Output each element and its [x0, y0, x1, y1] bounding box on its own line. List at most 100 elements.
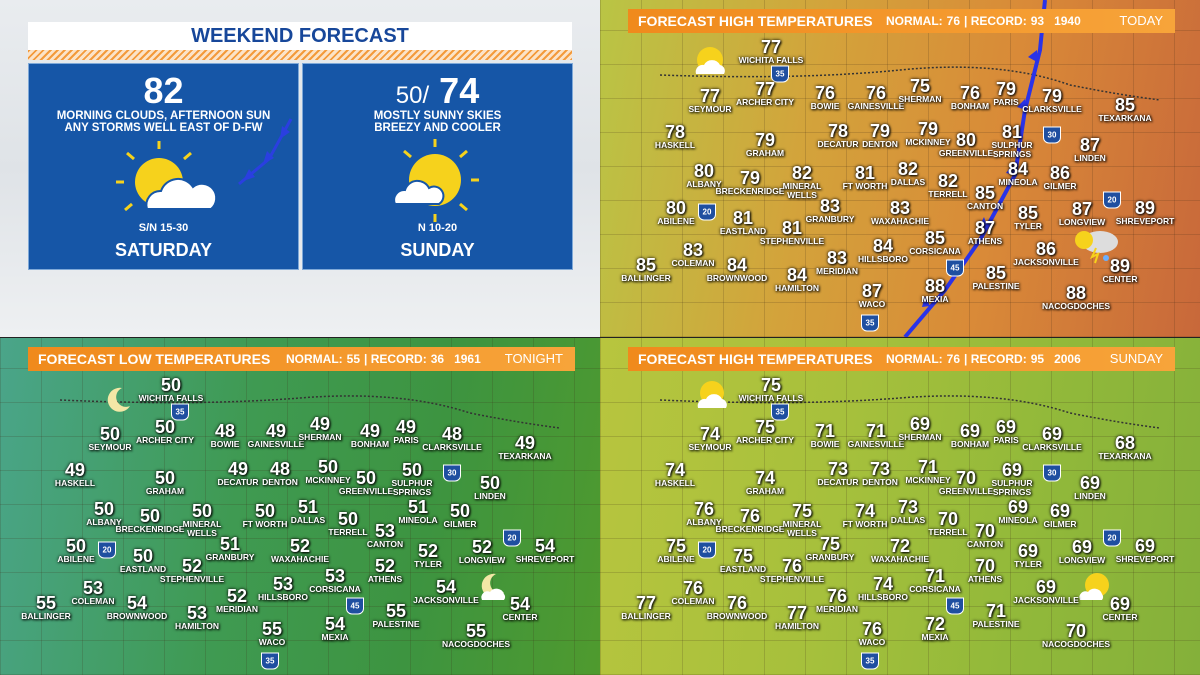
- city-label: 77 SEYMOUR: [689, 87, 732, 114]
- city-name: STEPHENVILLE: [759, 574, 825, 584]
- city-name: MINEOLA: [998, 515, 1038, 525]
- temperature: 72: [889, 536, 911, 556]
- temperature: 54: [435, 577, 457, 597]
- temperature: 81: [732, 208, 754, 228]
- city-name: DECATUR: [217, 477, 259, 487]
- city-label: 49 DECATUR: [218, 460, 259, 487]
- city-name: ARCHER CITY: [135, 435, 195, 445]
- temperature: 55: [465, 621, 487, 641]
- temperature: 74: [854, 501, 876, 521]
- map-title: FORECAST HIGH TEMPERATURES: [638, 13, 873, 29]
- interstate-shield: 35: [861, 652, 879, 670]
- temperature: 75: [665, 536, 687, 556]
- interstate-shield: 35: [771, 403, 789, 421]
- temperature: 76: [865, 83, 887, 103]
- city-name: CENTER: [1102, 612, 1138, 622]
- temperature: 83: [819, 196, 841, 216]
- interstate-shield: 45: [946, 597, 964, 615]
- city-name: ARCHER CITY: [735, 97, 795, 107]
- city-label: 69 BONHAM: [951, 422, 989, 449]
- temps: 50/ 74: [303, 70, 572, 112]
- city-name: SEYMOUR: [688, 442, 732, 452]
- city-label: 84 HAMILTON: [775, 266, 819, 293]
- city-name: WAXAHACHIE: [270, 554, 330, 564]
- city-label: 51 MINEOLA: [398, 498, 437, 525]
- city-name: HAMILTON: [774, 283, 820, 293]
- temperature: 86: [1035, 239, 1057, 259]
- city-label: 74 HILLSBORO: [858, 575, 908, 602]
- temperature: 87: [974, 218, 996, 238]
- stat: | RECORD:: [964, 14, 1027, 28]
- city-label: 80 ABILENE: [657, 199, 694, 226]
- city-name: BRECKENRIDGE: [715, 186, 785, 196]
- city-label: 79 PARIS: [993, 80, 1018, 107]
- temperature: 55: [261, 619, 283, 639]
- temperature: 49: [265, 421, 287, 441]
- city-label: 76 STEPHENVILLE: [760, 557, 824, 584]
- city-label: 52 LONGVIEW: [459, 538, 505, 565]
- temperature: 75: [791, 501, 813, 521]
- city-name: GAINESVILLE: [247, 439, 305, 449]
- city-name: TEXARKANA: [1098, 451, 1152, 461]
- city-name: CLARKSVILLE: [1022, 442, 1082, 452]
- city-label: 75 ABILENE: [657, 537, 694, 564]
- interstate-shield: 35: [771, 65, 789, 83]
- city-label: 85 PALESTINE: [972, 264, 1019, 291]
- city-name: LINDEN: [1074, 153, 1106, 163]
- weather-icon: [393, 139, 479, 222]
- city-label: 71 BOWIE: [811, 422, 840, 449]
- city-name: ALBANY: [686, 179, 722, 189]
- city-label: 50 ABILENE: [57, 537, 94, 564]
- stat: | RECORD:: [964, 352, 1027, 366]
- temperature: 69: [1017, 541, 1039, 561]
- city-label: 87 ATHENS: [968, 219, 1002, 246]
- city-label: 86 GILMER: [1043, 164, 1076, 191]
- interstate-shield: 45: [946, 259, 964, 277]
- city-label: 50 GILMER: [443, 502, 476, 529]
- city-name: EASTLAND: [719, 564, 767, 574]
- city-name: MCKINNEY: [905, 137, 951, 147]
- interstate-shield: 30: [1043, 464, 1061, 482]
- temperature: 84: [726, 255, 748, 275]
- temperature: 79: [869, 121, 891, 141]
- city-label: 70 NACOGDOCHES: [1042, 622, 1110, 649]
- city-label: 76 ALBANY: [686, 500, 721, 527]
- city-label: 48 CLARKSVILLE: [422, 425, 482, 452]
- high-temp: 74: [439, 70, 480, 111]
- city-label: 81 EASTLAND: [720, 209, 766, 236]
- interstate-shield: 20: [98, 541, 116, 559]
- temperature: 50: [254, 501, 276, 521]
- city-label: 73 DENTON: [862, 460, 898, 487]
- city-name: ATHENS: [367, 574, 403, 584]
- city-name: NACOGDOCHES: [441, 639, 511, 649]
- temperature: 81: [1001, 122, 1023, 142]
- temperature: 77: [786, 603, 808, 623]
- city-label: 53 HILLSBORO: [258, 575, 308, 602]
- temperature: 52: [374, 556, 396, 576]
- temperature: 79: [754, 130, 776, 150]
- temperature: 85: [985, 263, 1007, 283]
- city-name: MINERAL WELLS: [782, 519, 822, 538]
- city-label: 83 WAXAHACHIE: [871, 199, 929, 226]
- temperature: 77: [699, 86, 721, 106]
- temperature: 85: [1017, 203, 1039, 223]
- city-label: 81 SULPHUR SPRINGS: [991, 123, 1032, 159]
- city-name: GRAHAM: [745, 486, 785, 496]
- city-name: SEYMOUR: [88, 442, 132, 452]
- city-label: 53 CORSICANA: [309, 567, 360, 594]
- city-label: 68 TEXARKANA: [1098, 434, 1151, 461]
- temperature: 79: [739, 168, 761, 188]
- city-label: 81 FT WORTH: [843, 164, 888, 191]
- map-panel: 35 30 20 20 45 35 50 WICHITA FALLS 50 SEYMOUR 50 AR…: [0, 338, 600, 675]
- city-label: 89 SHREVEPORT: [1116, 199, 1175, 226]
- temperature: 53: [186, 603, 208, 623]
- city-name: WACO: [858, 299, 886, 309]
- temperature: 69: [1049, 501, 1071, 521]
- city-label: 76 BONHAM: [951, 84, 989, 111]
- temperature: 73: [827, 459, 849, 479]
- interstate-shield: 20: [1103, 191, 1121, 209]
- temperature: 74: [754, 468, 776, 488]
- city-name: TEXARKANA: [1098, 113, 1152, 123]
- city-label: 51 GRANBURY: [206, 535, 255, 562]
- city-name: NACOGDOCHES: [1041, 301, 1111, 311]
